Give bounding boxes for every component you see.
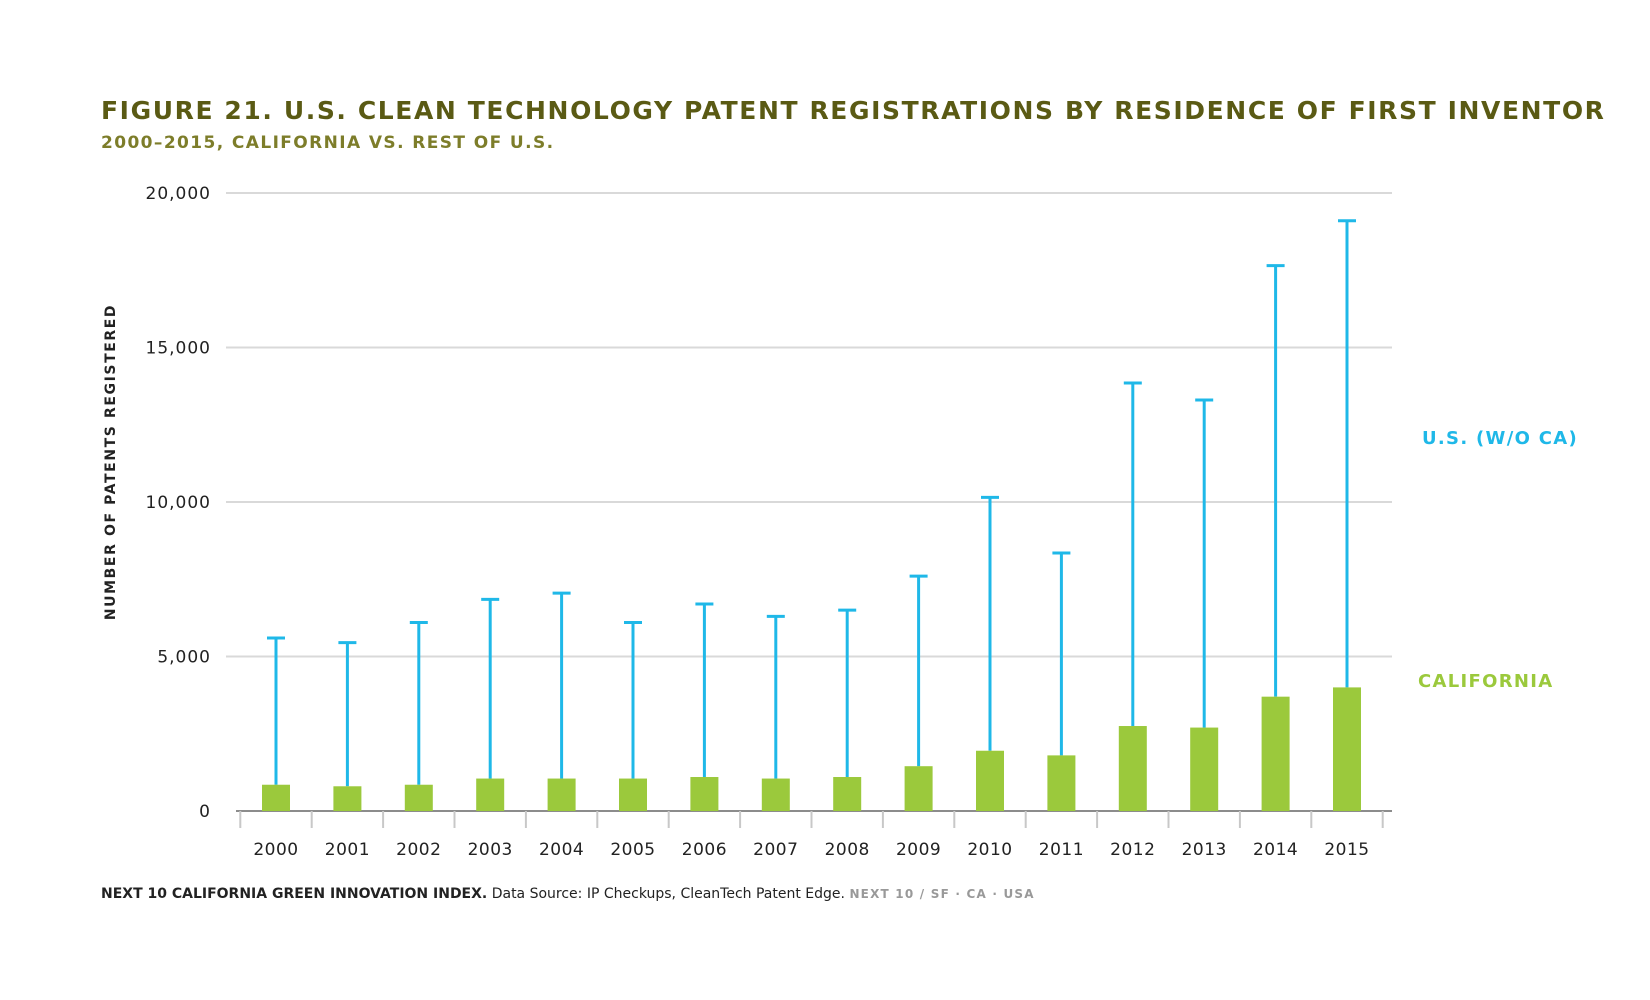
x-tick-label: 2003 xyxy=(468,840,513,860)
ca-bar-2006 xyxy=(690,777,719,811)
x-tick-label: 2015 xyxy=(1324,840,1369,860)
footer-source: Data Source: IP Checkups, CleanTech Pate… xyxy=(491,886,845,902)
x-tick-label: 2004 xyxy=(539,840,584,860)
ca-bar-2013 xyxy=(1190,727,1219,811)
y-tick-label: 5,000 xyxy=(157,648,211,668)
x-tick-label: 2006 xyxy=(682,840,727,860)
legend-california: CALIFORNIA xyxy=(1418,671,1554,692)
ca-bar-2000 xyxy=(262,784,290,811)
ca-bar-2012 xyxy=(1118,726,1147,811)
ca-bar-2001 xyxy=(333,786,362,811)
x-tick-label: 2013 xyxy=(1182,840,1227,860)
legend-us-without-ca: U.S. (W/O CA) xyxy=(1422,428,1579,449)
x-tick-label: 2001 xyxy=(325,840,370,860)
ca-bar-2005 xyxy=(619,778,647,811)
ca-bar-2015 xyxy=(1333,687,1361,811)
chart-title: FIGURE 21. U.S. CLEAN TECHNOLOGY PATENT … xyxy=(101,96,1606,125)
ca-bar-2002 xyxy=(404,784,433,811)
footer-brand: NEXT 10 CALIFORNIA GREEN INNOVATION INDE… xyxy=(101,886,488,902)
y-tick-label: 10,000 xyxy=(146,493,211,513)
x-tick-label: 2005 xyxy=(610,840,655,860)
y-tick-label: 15,000 xyxy=(146,339,211,359)
x-tick-label: 2007 xyxy=(753,840,798,860)
x-tick-label: 2012 xyxy=(1110,840,1155,860)
x-tick-label: 2002 xyxy=(396,840,441,860)
x-tick-label: 2008 xyxy=(825,840,870,860)
y-tick-label: 20,000 xyxy=(146,184,211,204)
ca-bar-2014 xyxy=(1261,696,1290,811)
ca-bar-2011 xyxy=(1047,755,1076,811)
footer-mark: NEXT 10 / SF · CA · USA xyxy=(849,887,1035,901)
ca-bar-2009 xyxy=(904,766,933,811)
x-tick-label: 2014 xyxy=(1253,840,1298,860)
ca-bar-2003 xyxy=(476,778,505,811)
footer: NEXT 10 CALIFORNIA GREEN INNOVATION INDE… xyxy=(101,886,1035,902)
y-tick-label: 0 xyxy=(199,802,211,822)
chart-subtitle: 2000–2015, CALIFORNIA VS. REST OF U.S. xyxy=(101,133,555,153)
ca-bar-2008 xyxy=(833,777,862,811)
ca-bar-2004 xyxy=(547,778,576,811)
x-tick-label: 2000 xyxy=(253,840,298,860)
ca-bar-2007 xyxy=(761,778,790,811)
ca-bar-2010 xyxy=(976,750,1004,811)
x-tick-label: 2010 xyxy=(967,840,1012,860)
x-tick-label: 2009 xyxy=(896,840,941,860)
x-tick-label: 2011 xyxy=(1039,840,1084,860)
